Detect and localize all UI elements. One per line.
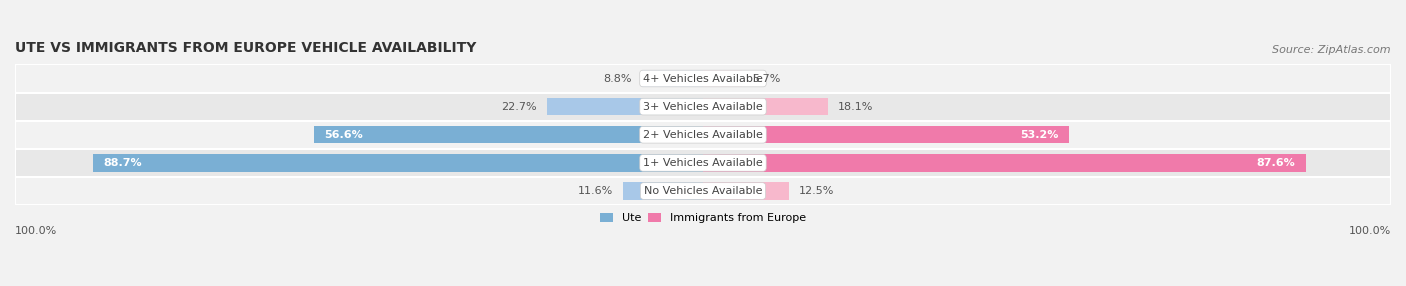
Text: 53.2%: 53.2%	[1021, 130, 1059, 140]
Text: 5.7%: 5.7%	[752, 74, 780, 84]
Text: 87.6%: 87.6%	[1257, 158, 1295, 168]
Text: Source: ZipAtlas.com: Source: ZipAtlas.com	[1272, 45, 1391, 55]
Bar	[703, 126, 1069, 144]
Bar	[703, 154, 1306, 172]
Text: UTE VS IMMIGRANTS FROM EUROPE VEHICLE AVAILABILITY: UTE VS IMMIGRANTS FROM EUROPE VEHICLE AV…	[15, 41, 477, 55]
Text: 2+ Vehicles Available: 2+ Vehicles Available	[643, 130, 763, 140]
Text: 3+ Vehicles Available: 3+ Vehicles Available	[643, 102, 763, 112]
Text: 88.7%: 88.7%	[103, 158, 142, 168]
Text: 4+ Vehicles Available: 4+ Vehicles Available	[643, 74, 763, 84]
Text: 22.7%: 22.7%	[501, 102, 537, 112]
Text: 18.1%: 18.1%	[838, 102, 873, 112]
Bar	[15, 149, 1391, 177]
Text: 8.8%: 8.8%	[603, 74, 633, 84]
Bar	[623, 182, 703, 200]
Text: 12.5%: 12.5%	[800, 186, 835, 196]
Bar	[703, 182, 789, 200]
Text: 100.0%: 100.0%	[15, 226, 58, 236]
Bar	[643, 70, 703, 87]
Bar	[703, 70, 742, 87]
Legend: Ute, Immigrants from Europe: Ute, Immigrants from Europe	[595, 208, 811, 228]
Bar	[703, 98, 828, 115]
Text: 100.0%: 100.0%	[1348, 226, 1391, 236]
Text: 11.6%: 11.6%	[578, 186, 613, 196]
Text: 56.6%: 56.6%	[323, 130, 363, 140]
Bar	[93, 154, 703, 172]
Text: No Vehicles Available: No Vehicles Available	[644, 186, 762, 196]
Bar	[15, 93, 1391, 121]
Bar	[547, 98, 703, 115]
Bar	[15, 64, 1391, 93]
Bar	[15, 177, 1391, 205]
Bar	[15, 121, 1391, 149]
Text: 1+ Vehicles Available: 1+ Vehicles Available	[643, 158, 763, 168]
Bar	[314, 126, 703, 144]
